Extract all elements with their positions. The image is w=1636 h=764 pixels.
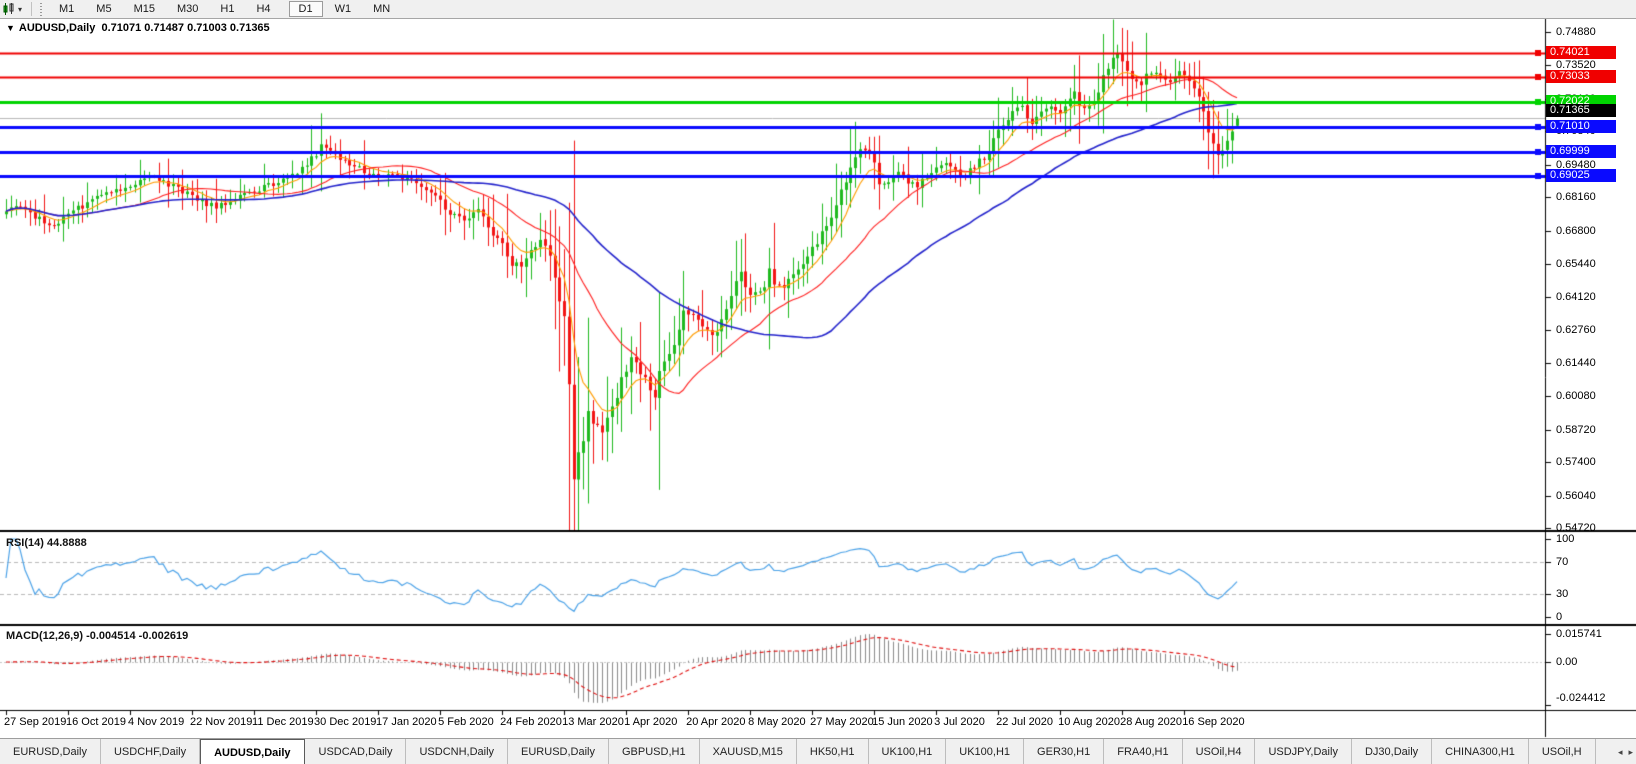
date-axis-label: 24 Feb 2020	[500, 716, 562, 728]
price-axis-tick: 0.56040	[1556, 489, 1596, 502]
date-axis-label: 28 Aug 2020	[1120, 716, 1182, 728]
timeframe-button-m15[interactable]: M15	[133, 3, 155, 15]
chart-tab-usdjpy-daily[interactable]: USDJPY,Daily	[1255, 739, 1352, 764]
toolbar-separator	[31, 2, 32, 16]
price-axis-tick: 0.68160	[1556, 191, 1596, 204]
hline-price-label: 0.69025	[1546, 169, 1616, 183]
chart-tab-audusd-daily[interactable]: AUDUSD,Daily	[200, 739, 305, 764]
price-axis-tick: 0.73520	[1556, 59, 1596, 72]
date-axis-label: 20 Apr 2020	[686, 716, 746, 728]
hline-price-label: 0.73033	[1546, 70, 1616, 84]
timeframe-buttons: M1 M5 M15 M30 H1 H4 D1 W1 MN	[48, 1, 401, 17]
chart-tab-usdcad-daily[interactable]: USDCAD,Daily	[306, 739, 407, 764]
hline-price-label: 0.69999	[1546, 145, 1616, 159]
timeframe-button-m1[interactable]: M1	[59, 3, 75, 15]
chart-tab-uk100-h1[interactable]: UK100,H1	[869, 739, 947, 764]
chart-tab-usdchf-daily[interactable]: USDCHF,Daily	[101, 739, 201, 764]
date-axis-label: 16 Oct 2019	[66, 716, 126, 728]
timeframe-toolbar: ▾ M1 M5 M15 M30 H1 H4 D1 W1 MN	[0, 0, 1636, 19]
timeframe-button-m30[interactable]: M30	[176, 3, 199, 15]
timeframe-button-d1[interactable]: D1	[288, 1, 323, 17]
current-price-label: 0.71365	[1546, 104, 1616, 118]
macd-axis-tick: 0.015741	[1556, 628, 1602, 640]
chart-dropdown-caret[interactable]: ▾	[18, 4, 23, 14]
date-axis-label: 27 May 2020	[810, 716, 874, 728]
rsi-indicator-label: RSI(14) 44.8888	[6, 537, 87, 549]
price-axis-tick: 0.61440	[1556, 356, 1596, 369]
timeframe-button-h4[interactable]: H4	[256, 3, 271, 15]
price-axis-tick: 0.62760	[1556, 324, 1596, 337]
chart-tab-eurusd-daily[interactable]: EURUSD,Daily	[0, 739, 101, 764]
tab-scroll-left-icon[interactable]: ◂	[1617, 746, 1623, 757]
date-axis-label: 22 Nov 2019	[190, 716, 253, 728]
price-axis-tick: 0.65440	[1556, 258, 1596, 271]
price-axis-tick: 0.57400	[1556, 456, 1596, 469]
chart-tab-eurusd-daily[interactable]: EURUSD,Daily	[508, 739, 609, 764]
price-axis-tick: 0.58720	[1556, 423, 1596, 436]
timeframe-button-h1[interactable]: H1	[220, 3, 235, 15]
chart-tab-xauusd-m15[interactable]: XAUUSD,M15	[700, 739, 797, 764]
rsi-axis-tick: 100	[1556, 533, 1575, 545]
date-axis-label: 27 Sep 2019	[4, 716, 67, 728]
rsi-axis-tick: 70	[1556, 556, 1569, 569]
chart-tab-usoil-h4[interactable]: USOil,H4	[1183, 739, 1256, 764]
date-axis-label: 3 Jul 2020	[934, 716, 985, 728]
timeframe-button-m5[interactable]: M5	[96, 3, 112, 15]
price-axis-tick: 0.54720	[1556, 522, 1596, 534]
chart-tab-usoil-h[interactable]: USOil,H	[1529, 739, 1596, 764]
chart-tab-uk100-h1[interactable]: UK100,H1	[946, 739, 1025, 764]
price-axis-tick: 0.60080	[1556, 390, 1596, 403]
date-axis-label: 1 Apr 2020	[624, 716, 678, 728]
timeframe-button-mn[interactable]: MN	[373, 3, 391, 15]
date-axis-label: 4 Nov 2019	[128, 716, 185, 728]
chart-ohlc-values: 0.71071 0.71487 0.71003 0.71365	[101, 22, 270, 34]
price-axis-tick: 0.66800	[1556, 224, 1596, 237]
date-axis-label: 8 May 2020	[748, 716, 806, 728]
macd-axis-tick: 0.00	[1556, 656, 1578, 668]
chart-tab-china300-h1[interactable]: CHINA300,H1	[1432, 739, 1529, 764]
tab-scroll-right-icon[interactable]: ▸	[1628, 746, 1633, 757]
chart-icon[interactable]	[0, 1, 18, 17]
chart-tab-usdcnh-daily[interactable]: USDCNH,Daily	[406, 739, 509, 764]
date-axis-label: 15 Jun 2020	[872, 716, 933, 728]
chart-tab-gbpusd-h1[interactable]: GBPUSD,H1	[609, 739, 700, 764]
rsi-axis-tick: 0	[1556, 611, 1563, 623]
timeframe-button-w1[interactable]: W1	[334, 3, 352, 15]
toolbar-drag-grip[interactable]	[39, 2, 44, 16]
chart-tab-ger30-h1[interactable]: GER30,H1	[1024, 739, 1105, 764]
macd-indicator-label: MACD(12,26,9) -0.004514 -0.002619	[6, 630, 189, 642]
macd-axis-tick: -0.024412	[1556, 692, 1606, 704]
chart-symbol-label: AUDUSD,Daily	[18, 22, 96, 34]
chart-tab-bar: EURUSD,Daily USDCHF,Daily AUDUSD,Daily USDC…	[0, 738, 1636, 764]
price-axis-tick: 0.69480	[1556, 158, 1596, 171]
date-axis-label: 30 Dec 2019	[314, 716, 377, 728]
date-axis-label: 17 Jan 2020	[376, 716, 437, 728]
chart-tab-hk50-h1[interactable]: HK50,H1	[797, 739, 869, 764]
price-axis-tick: 0.74880	[1556, 26, 1596, 38]
chart-tab-fra40-h1[interactable]: FRA40,H1	[1104, 739, 1183, 764]
date-axis-label: 16 Sep 2020	[1182, 716, 1245, 728]
rsi-axis-tick: 30	[1556, 587, 1569, 600]
date-axis-label: 10 Aug 2020	[1058, 716, 1120, 728]
chart-icon-glyph	[3, 3, 13, 15]
hline-price-label: 0.74021	[1546, 46, 1616, 60]
date-axis-label: 11 Dec 2019	[252, 716, 314, 728]
chart-title: ▼ AUDUSD,Daily 0.71071 0.71487 0.71003 0.…	[6, 22, 270, 34]
chart-title-caret[interactable]: ▼	[6, 23, 15, 33]
date-axis-label: 22 Jul 2020	[996, 716, 1054, 728]
price-axis-tick: 0.64120	[1556, 290, 1596, 303]
hline-price-label: 0.71010	[1546, 120, 1616, 134]
date-axis-label: 5 Feb 2020	[438, 716, 494, 728]
date-axis-label: 13 Mar 2020	[562, 716, 624, 728]
chart-tab-dj30-daily[interactable]: DJ30,Daily	[1352, 739, 1433, 764]
